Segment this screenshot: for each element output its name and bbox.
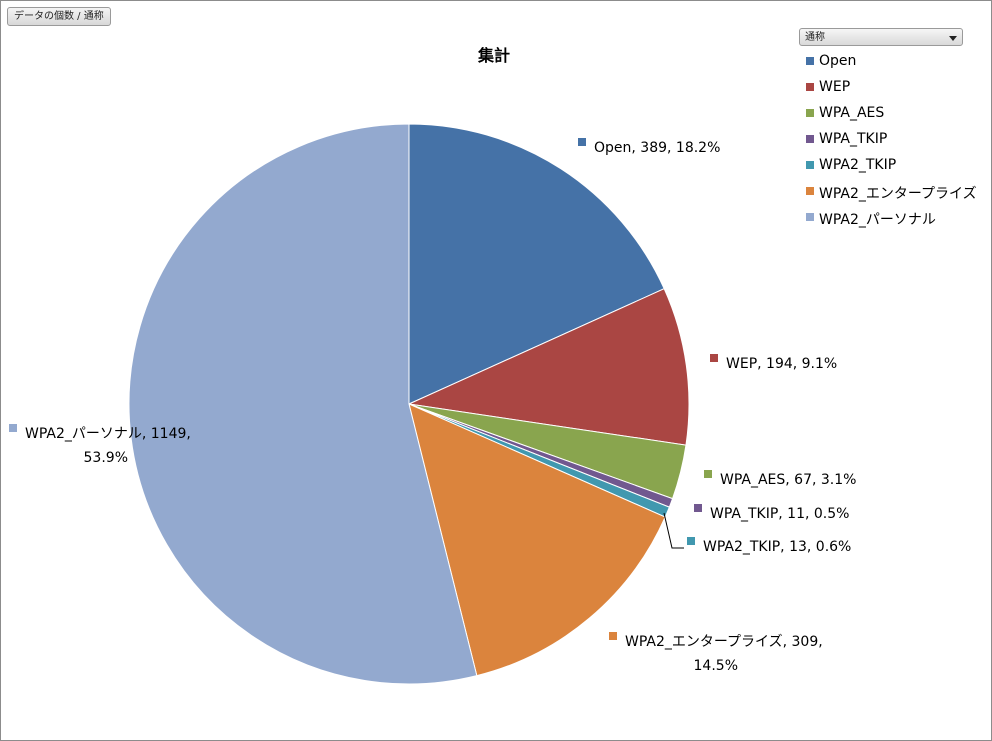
data-label: WPA2_TKIP, 13, 0.6% (703, 539, 851, 555)
legend-label: Open (819, 53, 857, 69)
legend-field-dropdown[interactable]: 通称 (799, 28, 963, 46)
data-label: Open, 389, 18.2% (594, 140, 720, 156)
legend-label: WEP (819, 79, 851, 95)
data-label-swatch (687, 537, 695, 545)
data-label-percent: 53.9% (84, 450, 128, 466)
legend-label: WPA2_エンタープライズ (819, 186, 977, 202)
pie-slice[interactable] (128, 123, 478, 685)
legend-swatch (806, 187, 814, 195)
data-label: WPA2_パーソナル, 1149, (25, 426, 191, 442)
leader-line (663, 512, 684, 549)
legend-swatch (806, 161, 814, 169)
data-label: WPA_TKIP, 11, 0.5% (710, 506, 849, 522)
legend-field-label: 通称 (805, 32, 825, 43)
chevron-down-icon[interactable] (949, 36, 957, 41)
legend-label: WPA_TKIP (819, 131, 888, 147)
data-label-swatch (704, 470, 712, 478)
data-label: WPA2_エンタープライズ, 309, (625, 634, 823, 650)
data-label-percent: 14.5% (694, 658, 738, 674)
data-label: WPA_AES, 67, 3.1% (720, 472, 856, 488)
data-label-swatch (609, 632, 617, 640)
legend-swatch (806, 109, 814, 117)
data-label-swatch (694, 504, 702, 512)
pie-slice[interactable] (407, 288, 690, 446)
data-label-swatch (710, 354, 718, 362)
data-label-swatch (578, 138, 586, 146)
legend-label: WPA_AES (819, 105, 885, 121)
pie-slice[interactable] (408, 403, 666, 677)
legend-label: WPA2_TKIP (819, 157, 897, 173)
legend-swatch (806, 57, 814, 65)
legend-label: WPA2_パーソナル (819, 212, 936, 228)
chart-title: 集計 (477, 46, 510, 65)
legend-swatch (806, 213, 814, 221)
legend-swatch (806, 83, 814, 91)
data-label: WEP, 194, 9.1% (726, 356, 837, 372)
data-label-swatch (9, 424, 17, 432)
legend-swatch (806, 135, 814, 143)
pie-slice[interactable] (408, 123, 665, 405)
field-button-count[interactable]: データの個数 / 通称 (7, 7, 111, 26)
